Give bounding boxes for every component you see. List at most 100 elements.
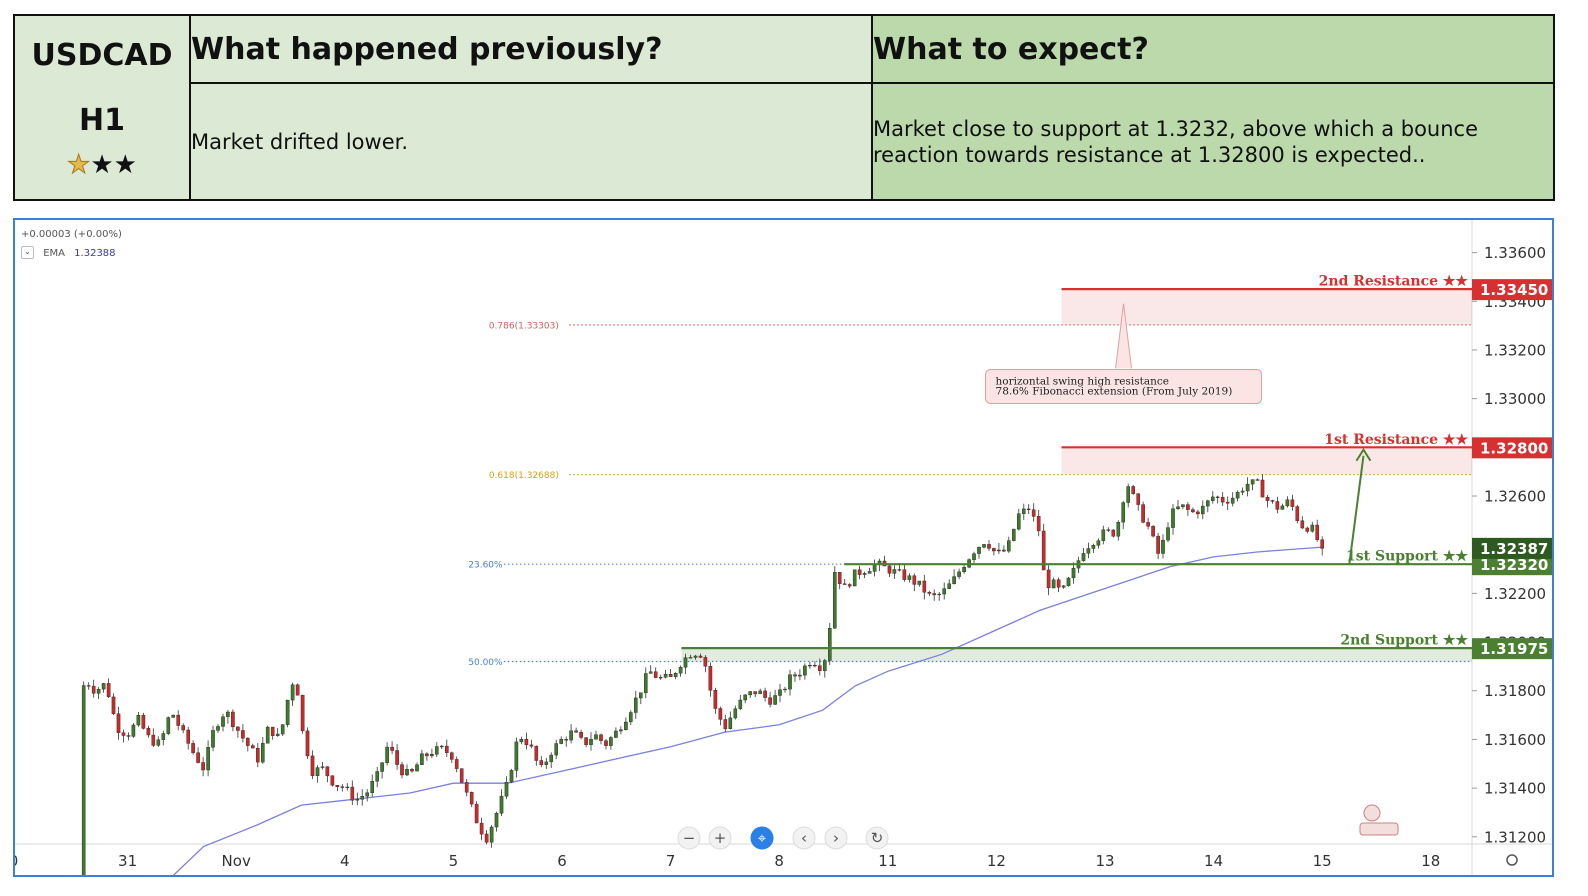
candle-down [902,569,907,580]
candle-down [922,580,927,593]
candle-up [569,730,573,741]
candle-down [1136,493,1140,505]
candle-up [852,569,857,587]
reset-view-icon[interactable]: ⌖ [758,829,767,847]
candle-down [1320,539,1324,549]
candle-up [823,660,827,671]
candle-down [176,714,181,726]
candle-up [1161,539,1165,554]
candle-down [1041,530,1046,571]
candle-down [842,583,847,585]
candle-up [405,769,409,776]
candle-up [559,739,563,744]
y-tick-label: 1.31400 [1484,780,1546,798]
candle-down [1191,509,1195,513]
candle-down [1315,524,1319,541]
candle-down [1260,479,1265,498]
x-tick-label: 31 [118,852,137,870]
candle-up [206,747,210,771]
rating-stars: ★★★ [15,151,189,178]
candle-up [1121,502,1125,523]
candle-down [1131,486,1135,494]
candle-up [957,571,961,577]
zoom-out-button[interactable] [677,826,701,850]
candle-up [415,764,419,772]
candle-down [1186,504,1190,510]
resistance-level-label: 2nd Resistance ★★ [1319,274,1469,290]
ema-legend[interactable]: ⌄ EMA 1.32388 [21,246,116,259]
candle-up [1240,490,1245,493]
price-chart[interactable]: 0.786(1.33303) 0.618(1.32688) 23.60% 50.00%… [15,220,1552,875]
candle-up [1285,499,1290,507]
chart-panel[interactable]: 0.786(1.33303) 0.618(1.32688) 23.60% 50.00%… [13,218,1554,877]
gear-icon [1506,854,1518,866]
candle-up [440,745,444,748]
candle-down [400,764,404,776]
candle-down [1196,511,1200,515]
candle-up [260,743,265,763]
candle-down [1295,506,1300,522]
candle-up [554,743,558,756]
candle-down [857,569,862,575]
candle-up [634,697,638,713]
candle-down [1146,522,1150,527]
candle-down [604,740,608,746]
candle-up [1071,567,1076,579]
refresh-button[interactable] [865,826,889,850]
y-tick-label: 1.31200 [1484,828,1546,846]
candle-up [1081,553,1086,561]
x-tick-label: 14 [1204,852,1223,870]
candle-up [982,544,986,548]
callout-pointer [1115,303,1133,369]
candle-down [459,768,464,783]
scroll-left-icon[interactable]: ‹ [801,829,807,847]
y-tick-label: 1.31800 [1484,682,1546,700]
candle-up [280,724,285,735]
resistance-price-label-box [1472,437,1552,459]
reset-view-button[interactable] [750,826,774,850]
candle-up [81,685,86,875]
candle-up [788,674,792,690]
candle-down [484,833,489,843]
zoom-in-button[interactable] [708,826,732,850]
scroll-left-button[interactable] [792,826,816,850]
candle-down [529,744,534,747]
candle-up [216,726,220,731]
candle-up [131,724,136,737]
candle-down [474,803,479,824]
chevron-down-icon[interactable]: ⌄ [21,246,34,259]
scroll-right-icon[interactable]: › [833,829,839,847]
candle-down [599,734,603,741]
candle-down [330,775,335,786]
candle-down [186,729,191,744]
candle-up [101,683,106,690]
annotation-text: 78.6% Fibonacci extension (From July 201… [996,385,1233,397]
candle-up [290,684,295,701]
candle-down [111,696,116,714]
zoom-out-icon[interactable]: − [683,829,696,847]
candle-up [942,588,946,595]
summary-table: USDCAD H1 ★★★ What happened previously? … [13,14,1555,201]
candle-up [1176,506,1180,509]
candle-up [683,657,688,668]
candle-up [728,717,733,729]
candle-up [663,674,668,678]
zoom-in-icon[interactable]: + [714,829,727,847]
candle-up [345,786,350,789]
candle-down [932,593,936,596]
candle-up [1101,529,1106,541]
candle-up [1116,522,1121,537]
candle-up [1280,505,1285,510]
candle-down [1106,529,1111,531]
candle-up [275,733,280,736]
refresh-icon[interactable]: ↻ [871,829,884,847]
x-tick-label: 13 [1095,852,1114,870]
scroll-right-button[interactable] [824,826,848,850]
candle-up [773,695,777,705]
candle-up [1012,528,1016,541]
candle-up [738,699,743,709]
candle-down [847,584,852,587]
candle-up [594,734,598,740]
candle-up [171,714,176,718]
candle-down [1141,504,1145,523]
